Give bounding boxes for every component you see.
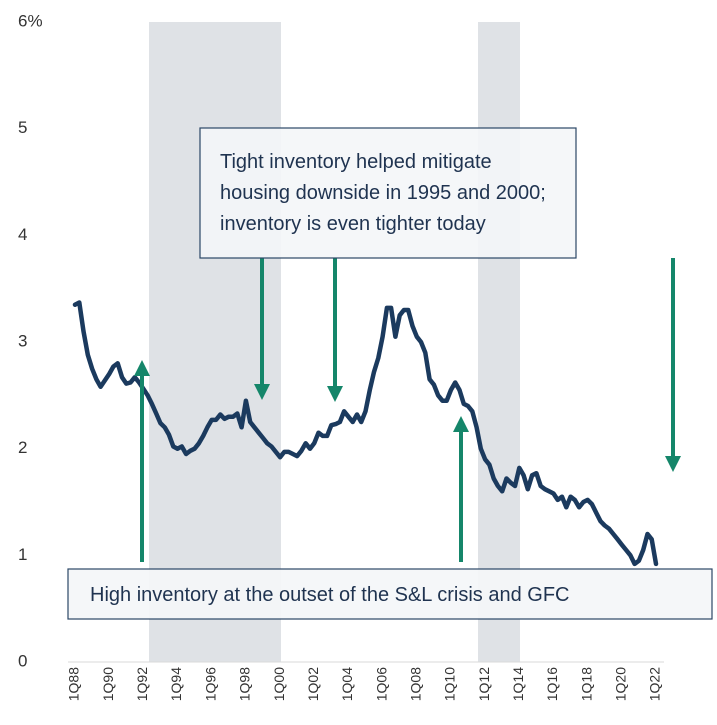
arrows [134,258,681,562]
x-tick-label: 1Q08 [407,667,423,701]
y-tick-label: 4 [18,225,27,244]
y-tick-label: 5 [18,118,27,137]
arrow-head [254,384,270,400]
plot-area: 0 1 2 3 4 5 6% 1Q88 1Q90 1Q92 1Q94 1Q96 1Q98 1Q00 1Q02… [18,11,664,701]
annotation-box [67,568,713,620]
x-tick-label: 1Q88 [66,667,82,701]
x-tick-label: 1Q06 [373,667,389,701]
x-tick-label: 1Q96 [202,667,218,701]
y-tick-label: 2 [18,438,27,457]
x-tick-label: 1Q22 [647,667,663,701]
arrow-head [327,386,343,402]
x-tick-label: 1Q12 [476,667,492,701]
y-tick-label: 3 [18,331,27,350]
annotation-text: High inventory at the outset of the S&L … [90,584,570,606]
annotation-text: housing downside in 1995 and 2000; [220,182,546,204]
x-tick-label: 1Q02 [305,667,321,701]
x-tick-label: 1Q90 [100,667,116,701]
y-tick-label: 1 [18,545,27,564]
x-tick-label: 1Q18 [578,667,594,701]
arrow-head [665,456,681,472]
y-tick-label: 6% [18,11,43,30]
annotation-box [199,127,577,259]
x-tick-label: 1Q04 [339,667,355,701]
x-tick-label: 1Q10 [442,667,458,701]
x-tick-label: 1Q14 [510,667,526,701]
x-tick-label: 1Q92 [134,667,150,701]
x-tick-label: 1Q16 [544,667,560,701]
x-tick-label: 1Q20 [613,667,629,701]
y-tick-label: 0 [18,651,27,670]
shaded-period [478,22,520,662]
arrow-head [453,416,469,432]
annotation-text: inventory is even tighter today [220,213,486,235]
arrow-head [134,360,150,376]
x-tick-label: 1Q00 [271,667,287,701]
data-line [72,300,659,567]
annotation-text: Tight inventory helped mitigate [220,151,492,173]
x-tick-label: 1Q94 [168,667,184,701]
x-tick-label: 1Q98 [237,667,253,701]
